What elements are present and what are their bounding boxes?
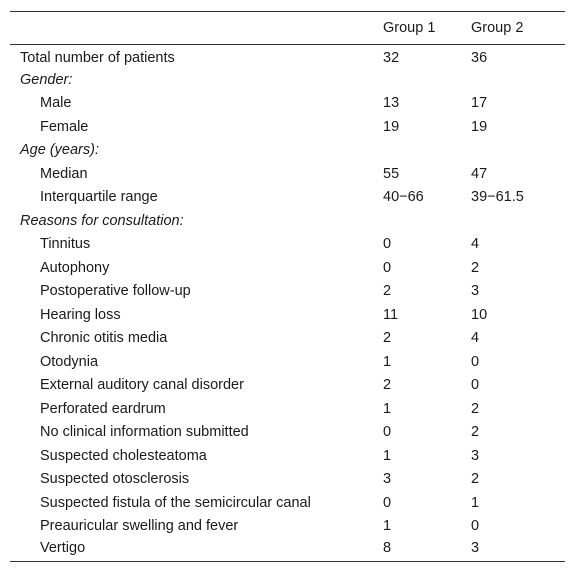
group-2-value: 47 — [471, 165, 488, 182]
table-row: Autophony 0 2 — [10, 256, 565, 280]
row-label: External auditory canal disorder — [40, 377, 244, 394]
row-label: Reasons for consultation: — [20, 212, 184, 229]
group-1-value: 40−66 — [383, 189, 424, 206]
table-row: Perforated eardrum 1 2 — [10, 397, 565, 421]
category-row: Age (years): — [10, 139, 565, 163]
group-2-value: 2 — [471, 471, 480, 488]
row-label: Suspected cholesteatoma — [40, 447, 207, 464]
group-1-value: 19 — [383, 118, 400, 135]
row-label: Age (years): — [20, 142, 99, 159]
group-1-value — [373, 68, 461, 92]
group-2-value: 4 — [471, 236, 480, 253]
row-label: Vertigo — [40, 539, 86, 556]
table-row: External auditory canal disorder 2 0 — [10, 374, 565, 398]
table-row: Suspected otosclerosis 3 2 — [10, 468, 565, 492]
group-1-value: 1 — [383, 353, 392, 370]
group-1-value: 2 — [383, 377, 392, 394]
table-row: No clinical information submitted 0 2 — [10, 421, 565, 445]
group-1-value: 3 — [383, 471, 392, 488]
row-label: Suspected otosclerosis — [40, 471, 190, 488]
group-1-value: 11 — [383, 306, 399, 323]
group-2-value: 3 — [471, 539, 480, 556]
table-row: Chronic otitis media 2 4 — [10, 327, 565, 351]
group-2-value: 4 — [471, 330, 480, 347]
table-row: Suspected fistula of the semicircular ca… — [10, 491, 565, 515]
row-label: Postoperative follow-up — [40, 283, 191, 300]
row-label: Median — [40, 165, 88, 182]
group-1-value: 0 — [383, 424, 392, 441]
group-2-value: 10 — [471, 306, 488, 323]
group-1-value: 0 — [383, 494, 392, 511]
group-1-value: 55 — [383, 165, 400, 182]
data-table-container: Group 1 Group 2 Total number of patients… — [10, 11, 565, 562]
category-row: Gender: — [10, 68, 565, 92]
table-row: Total number of patients 32 36 — [10, 45, 565, 69]
row-label: Otodynia — [40, 353, 99, 370]
group-1-value: 0 — [383, 236, 392, 253]
group-2-value: 2 — [471, 259, 480, 276]
group-1-value: 2 — [383, 330, 392, 347]
row-label: Interquartile range — [40, 189, 158, 206]
row-label: Preauricular swelling and fever — [40, 518, 239, 535]
group-1-value: 2 — [383, 283, 392, 300]
table-row: Tinnitus 0 4 — [10, 233, 565, 257]
group-1-value: 32 — [383, 50, 400, 66]
table-row: Suspected cholesteatoma 1 3 — [10, 444, 565, 468]
row-label: Autophony — [40, 259, 110, 276]
table-row: Median 55 47 — [10, 162, 565, 186]
group-1-value: 13 — [383, 95, 400, 112]
group-1-value — [373, 209, 461, 233]
header-group-2: Group 2 — [471, 20, 524, 36]
row-label: Hearing loss — [40, 306, 121, 323]
group-1-value: 8 — [383, 539, 392, 556]
row-label: Male — [40, 95, 72, 112]
row-label: Perforated eardrum — [40, 400, 166, 417]
group-1-value: 1 — [383, 400, 392, 417]
group-2-value: 0 — [471, 377, 480, 394]
header-label-column — [10, 12, 373, 45]
group-2-value — [461, 209, 565, 233]
group-2-value: 1 — [471, 494, 480, 511]
group-1-value — [373, 139, 461, 163]
table-row: Hearing loss 11 10 — [10, 303, 565, 327]
row-label: No clinical information submitted — [40, 424, 249, 441]
table-row: Female 19 19 — [10, 115, 565, 139]
group-2-value: 2 — [471, 400, 480, 417]
row-label: Female — [40, 118, 89, 135]
group-2-value: 0 — [471, 353, 480, 370]
table-row: Otodynia 1 0 — [10, 350, 565, 374]
group-2-value: 19 — [471, 118, 488, 135]
patient-characteristics-table: Group 1 Group 2 Total number of patients… — [10, 11, 565, 562]
row-label: Total number of patients — [20, 50, 175, 66]
row-label: Gender: — [20, 71, 73, 88]
header-group-1: Group 1 — [383, 20, 436, 36]
group-2-value: 3 — [471, 447, 480, 464]
group-2-value: 17 — [471, 95, 488, 112]
table-row: Preauricular swelling and fever 1 0 — [10, 515, 565, 539]
header-row: Group 1 Group 2 — [10, 11, 565, 45]
row-label: Tinnitus — [40, 236, 91, 253]
group-2-value — [461, 68, 565, 92]
group-1-value: 1 — [383, 518, 392, 535]
group-1-value: 0 — [383, 259, 392, 276]
group-2-value: 39−61.5 — [471, 189, 524, 206]
category-row: Reasons for consultation: — [10, 209, 565, 233]
group-2-value: 2 — [471, 424, 480, 441]
table-row: Interquartile range 40−66 39−61.5 — [10, 186, 565, 210]
group-2-value: 3 — [471, 283, 480, 300]
table-row: Male 13 17 — [10, 92, 565, 116]
group-1-value: 1 — [383, 447, 392, 464]
table-row: Postoperative follow-up 2 3 — [10, 280, 565, 304]
table-row: Vertigo 8 3 — [10, 538, 565, 562]
row-label: Suspected fistula of the semicircular ca… — [40, 494, 311, 511]
group-2-value: 36 — [471, 50, 488, 66]
group-2-value: 0 — [471, 518, 480, 535]
group-2-value — [461, 139, 565, 163]
row-label: Chronic otitis media — [40, 330, 168, 347]
